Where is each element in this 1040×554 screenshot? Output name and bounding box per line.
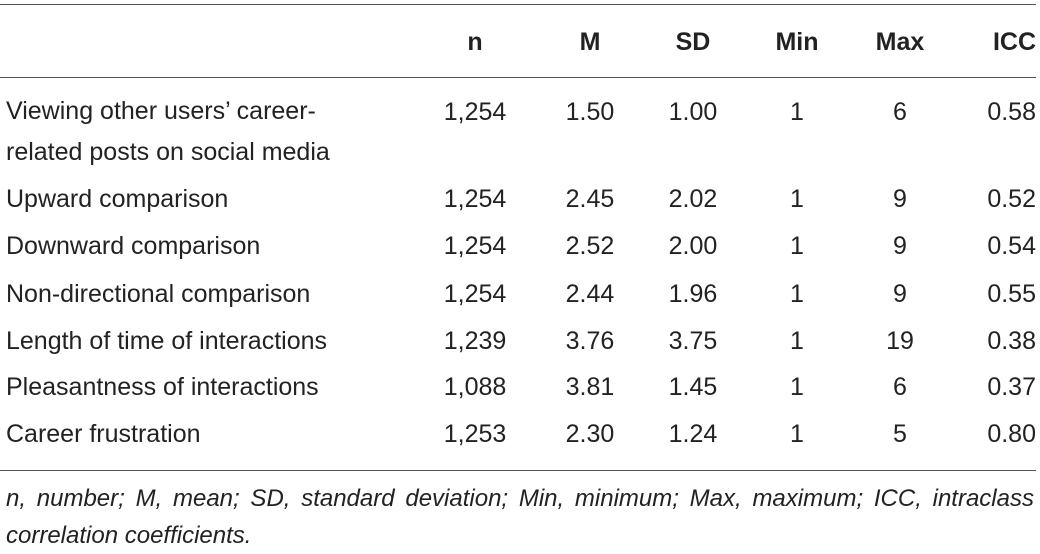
table-bottom-rule [0, 470, 1036, 471]
cell-min: 1 [790, 232, 804, 260]
cell-m: 3.81 [565, 373, 615, 401]
cell-m: 2.45 [565, 185, 615, 213]
header-sd: SD [675, 28, 711, 56]
cell-m: 2.52 [565, 232, 615, 260]
cell-n: 1,239 [443, 327, 507, 355]
table-footnote: n, number; M, mean; SD, standard deviati… [6, 485, 1034, 549]
cell-icc: 0.52 [987, 185, 1036, 213]
cell-sd: 3.75 [668, 327, 718, 355]
cell-n: 1,254 [443, 98, 507, 126]
row-label: Downward comparison [6, 232, 261, 260]
row-label-continued: related posts on social media [6, 138, 330, 166]
row-label: Viewing other users’ career- [6, 97, 316, 125]
cell-sd: 1.24 [668, 420, 718, 448]
cell-max: 19 [886, 327, 914, 355]
cell-sd: 1.96 [668, 280, 718, 308]
cell-min: 1 [790, 373, 804, 401]
cell-sd: 1.00 [668, 98, 718, 126]
cell-icc: 0.58 [987, 98, 1036, 126]
row-label: Length of time of interactions [6, 327, 328, 355]
cell-min: 1 [790, 327, 804, 355]
cell-m: 3.76 [565, 327, 615, 355]
row-label: Career frustration [6, 420, 201, 448]
cell-m: 1.50 [565, 98, 615, 126]
cell-max: 5 [893, 420, 907, 448]
header-max: Max [875, 28, 925, 56]
row-label: Upward comparison [6, 185, 229, 213]
header-m: M [579, 28, 601, 56]
cell-n: 1,254 [443, 280, 507, 308]
header-min: Min [775, 28, 819, 56]
cell-max: 9 [893, 232, 907, 260]
header-icc: ICC [992, 28, 1036, 56]
table-header-rule [0, 77, 1036, 78]
cell-m: 2.44 [565, 280, 615, 308]
cell-m: 2.30 [565, 420, 615, 448]
table-top-rule [0, 4, 1036, 5]
cell-max: 6 [893, 98, 907, 126]
cell-min: 1 [790, 185, 804, 213]
cell-icc: 0.55 [987, 280, 1036, 308]
cell-n: 1,254 [443, 185, 507, 213]
cell-sd: 1.45 [668, 373, 718, 401]
cell-n: 1,253 [443, 420, 507, 448]
cell-sd: 2.02 [668, 185, 718, 213]
cell-icc: 0.37 [987, 373, 1036, 401]
cell-icc: 0.54 [987, 232, 1036, 260]
cell-max: 9 [893, 280, 907, 308]
cell-max: 6 [893, 373, 907, 401]
cell-n: 1,254 [443, 232, 507, 260]
row-label: Pleasantness of interactions [6, 373, 319, 401]
row-label: Non-directional comparison [6, 280, 311, 308]
cell-min: 1 [790, 98, 804, 126]
header-n: n [467, 28, 483, 56]
cell-max: 9 [893, 185, 907, 213]
cell-min: 1 [790, 420, 804, 448]
cell-min: 1 [790, 280, 804, 308]
cell-n: 1,088 [443, 373, 507, 401]
cell-icc: 0.80 [987, 420, 1036, 448]
cell-icc: 0.38 [987, 327, 1036, 355]
cell-sd: 2.00 [668, 232, 718, 260]
